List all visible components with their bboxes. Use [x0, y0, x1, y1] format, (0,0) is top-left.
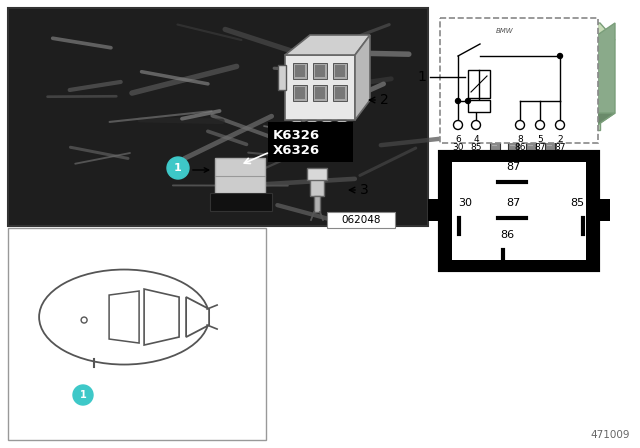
- Bar: [293, 63, 307, 79]
- Bar: [440, 152, 598, 270]
- Bar: [215, 158, 265, 196]
- Polygon shape: [355, 35, 370, 120]
- Bar: [314, 196, 320, 212]
- Polygon shape: [186, 297, 209, 337]
- Text: 062048: 062048: [341, 215, 381, 225]
- Text: 4: 4: [473, 135, 479, 144]
- Polygon shape: [590, 23, 615, 130]
- Text: X6326: X6326: [273, 143, 320, 156]
- Bar: [470, 70, 476, 82]
- Bar: [335, 87, 345, 99]
- Bar: [313, 63, 327, 79]
- Circle shape: [465, 99, 470, 103]
- Bar: [468, 100, 490, 112]
- Circle shape: [472, 121, 481, 129]
- Circle shape: [167, 157, 189, 179]
- Text: 85: 85: [470, 143, 482, 152]
- Text: 87: 87: [506, 162, 520, 172]
- Polygon shape: [470, 23, 615, 40]
- Text: 87: 87: [534, 143, 546, 152]
- Polygon shape: [109, 291, 139, 343]
- Text: 86: 86: [500, 230, 514, 240]
- Text: 1: 1: [174, 163, 182, 173]
- Text: 2: 2: [557, 135, 563, 144]
- Bar: [468, 70, 490, 98]
- Text: 30: 30: [452, 143, 464, 152]
- Bar: [307, 120, 316, 142]
- Bar: [292, 120, 301, 142]
- Bar: [545, 130, 555, 152]
- Circle shape: [456, 99, 461, 103]
- Bar: [315, 65, 325, 77]
- Bar: [337, 120, 346, 142]
- Bar: [428, 199, 441, 221]
- Text: 2: 2: [380, 93, 388, 107]
- Circle shape: [454, 121, 463, 129]
- Bar: [313, 85, 327, 101]
- Bar: [508, 130, 518, 152]
- Bar: [327, 212, 395, 228]
- Circle shape: [556, 121, 564, 129]
- Text: 6: 6: [455, 135, 461, 144]
- Text: 1: 1: [417, 70, 426, 84]
- Text: 471009: 471009: [591, 430, 630, 440]
- Bar: [8, 228, 266, 440]
- Text: K6326: K6326: [273, 129, 320, 142]
- Text: 30: 30: [458, 198, 472, 208]
- Bar: [310, 178, 324, 196]
- Bar: [307, 168, 327, 180]
- Bar: [597, 199, 610, 221]
- Polygon shape: [285, 35, 370, 55]
- Text: 87: 87: [554, 143, 566, 152]
- Bar: [8, 8, 428, 226]
- Bar: [210, 193, 272, 211]
- Polygon shape: [144, 289, 179, 345]
- Ellipse shape: [39, 270, 209, 365]
- Bar: [333, 63, 347, 79]
- Text: 86: 86: [515, 143, 525, 152]
- Circle shape: [73, 385, 93, 405]
- Bar: [268, 122, 353, 162]
- Bar: [452, 162, 586, 260]
- Text: 3: 3: [360, 183, 369, 197]
- Circle shape: [515, 121, 525, 129]
- Text: 87: 87: [506, 198, 520, 208]
- Circle shape: [557, 53, 563, 59]
- Bar: [295, 65, 305, 77]
- Text: 1: 1: [79, 390, 86, 400]
- Text: 8: 8: [517, 135, 523, 144]
- Bar: [322, 120, 331, 142]
- Text: 5: 5: [537, 135, 543, 144]
- Bar: [278, 65, 286, 90]
- Bar: [293, 85, 307, 101]
- Bar: [490, 130, 500, 152]
- Text: 85: 85: [570, 198, 584, 208]
- Text: BMW: BMW: [496, 28, 514, 34]
- Bar: [295, 87, 305, 99]
- Bar: [335, 65, 345, 77]
- Bar: [440, 18, 598, 143]
- Circle shape: [81, 317, 87, 323]
- Polygon shape: [470, 113, 615, 130]
- Bar: [526, 130, 536, 152]
- Bar: [333, 85, 347, 101]
- Bar: [315, 87, 325, 99]
- Bar: [285, 55, 355, 120]
- Bar: [470, 40, 600, 130]
- Circle shape: [536, 121, 545, 129]
